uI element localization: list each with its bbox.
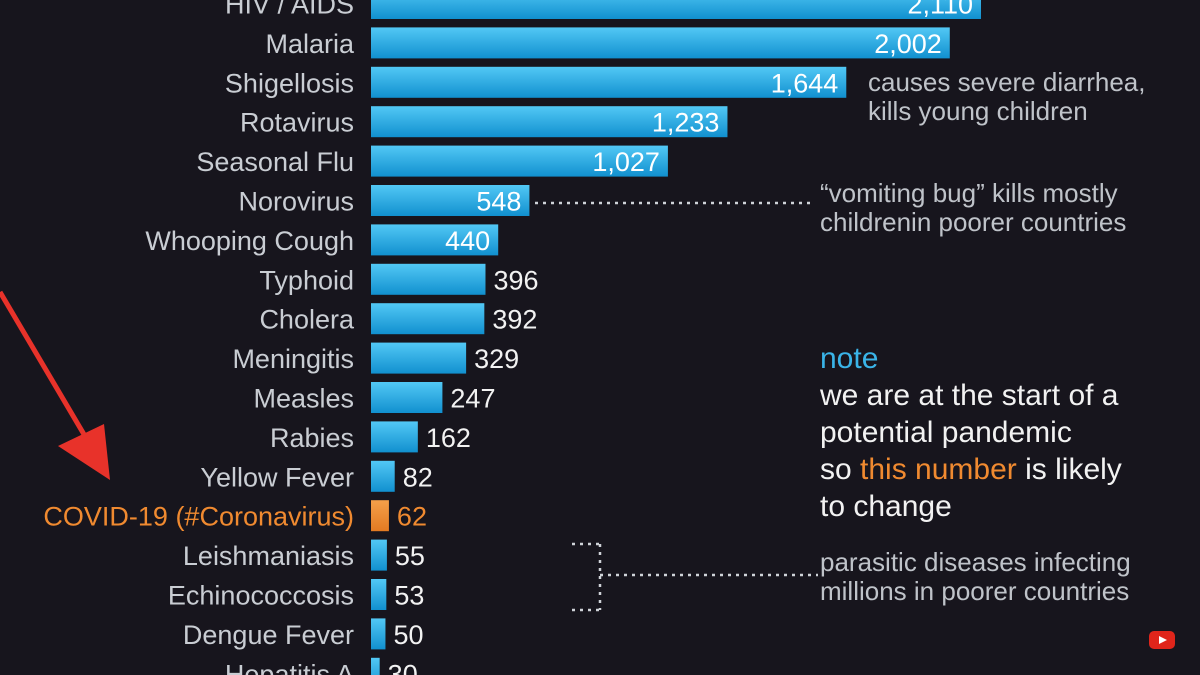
note-line-4: to change — [820, 490, 952, 523]
category-label: HIV / AIDS — [225, 0, 354, 20]
category-label: Dengue Fever — [183, 620, 354, 650]
value-label: 1,233 — [652, 108, 720, 138]
note-line-1: we are at the start of a — [820, 379, 1119, 412]
bar-leishmaniasis — [371, 539, 387, 571]
note-block: note we are at the start of a potential … — [820, 340, 1180, 525]
value-label: 548 — [476, 187, 521, 217]
bar-dengue-fever — [371, 618, 386, 650]
bar-whooping-cough — [371, 224, 499, 256]
bar-norovirus — [371, 185, 530, 216]
bar-shigellosis — [371, 66, 847, 98]
bar-measles — [371, 382, 443, 413]
value-label: 440 — [445, 226, 490, 256]
note-highlight: this number — [860, 453, 1017, 486]
norovirus-annotation: “vomiting bug” kills mostly childrenin p… — [820, 179, 1126, 237]
bar-malaria — [371, 27, 950, 59]
value-label: 62 — [397, 502, 427, 532]
parasitic-bracket — [572, 542, 818, 612]
parasitic-annotation: parasitic diseases infecting millions in… — [820, 548, 1131, 606]
note-line-3: so this number is likely — [820, 451, 1180, 488]
bar-rabies — [371, 421, 418, 453]
value-label: 162 — [426, 423, 471, 453]
value-label: 1,027 — [592, 147, 660, 177]
bar-hiv-aids — [371, 0, 981, 19]
bar-cholera — [371, 303, 485, 335]
annotation-line: parasitic diseases infecting — [820, 547, 1131, 577]
bar-hepatitis-a — [371, 657, 380, 675]
category-label: Rabies — [270, 423, 354, 453]
note-line-2: potential pandemic — [820, 416, 1072, 449]
value-label: 247 — [450, 384, 495, 414]
value-label: 392 — [492, 305, 537, 335]
category-label: Leishmaniasis — [183, 541, 354, 571]
category-label: Hepatitis A — [225, 659, 354, 675]
category-label: Rotavirus — [240, 108, 354, 138]
youtube-play-icon[interactable] — [1142, 622, 1182, 658]
value-label: 50 — [393, 620, 423, 650]
category-label: Norovirus — [238, 187, 354, 217]
youtube-play-button-shape — [1149, 631, 1175, 649]
red-arrow-icon — [0, 290, 110, 480]
note-text: is likely — [1016, 453, 1122, 486]
category-label: COVID-19 (#Coronavirus) — [43, 502, 354, 532]
category-label: Yellow Fever — [200, 462, 354, 492]
bar-typhoid — [371, 263, 486, 295]
value-label: 2,002 — [874, 29, 942, 59]
annotation-line: childrenin poorer countries — [820, 207, 1127, 237]
annotation-line: kills young children — [868, 96, 1088, 126]
value-label: 30 — [388, 659, 418, 675]
shigellosis-annotation: causes severe diarrhea, kills young chil… — [868, 68, 1145, 126]
bar-seasonal-flu — [371, 145, 668, 177]
value-label: 396 — [493, 265, 538, 295]
category-label: Echinococcosis — [168, 581, 354, 611]
note-text: so — [820, 453, 861, 486]
category-label: Whooping Cough — [145, 226, 354, 256]
value-label: 1,644 — [771, 68, 839, 98]
value-label: 329 — [474, 344, 519, 374]
category-label: Meningitis — [232, 344, 354, 374]
category-label: Seasonal Flu — [196, 147, 354, 177]
bar-meningitis — [371, 342, 467, 374]
category-label: Measles — [253, 384, 354, 414]
bar-yellow-fever — [371, 460, 395, 492]
value-label: 2,110 — [907, 0, 973, 20]
category-label: Cholera — [259, 305, 355, 335]
annotation-line: millions in poorer countries — [820, 576, 1130, 606]
value-label: 53 — [394, 581, 424, 611]
bar-echinococcosis — [371, 579, 387, 610]
category-label: Malaria — [265, 29, 355, 59]
bar-rotavirus — [371, 106, 728, 138]
category-label: Typhoid — [259, 265, 354, 295]
category-label: Shigellosis — [225, 68, 354, 98]
value-label: 55 — [395, 541, 425, 571]
note-heading: note — [820, 342, 879, 375]
value-label: 82 — [403, 462, 433, 492]
annotation-line: causes severe diarrhea, — [868, 67, 1146, 97]
bar-covid-19-coronavirus- — [371, 500, 389, 532]
annotation-line: “vomiting bug” kills mostly — [820, 178, 1118, 208]
